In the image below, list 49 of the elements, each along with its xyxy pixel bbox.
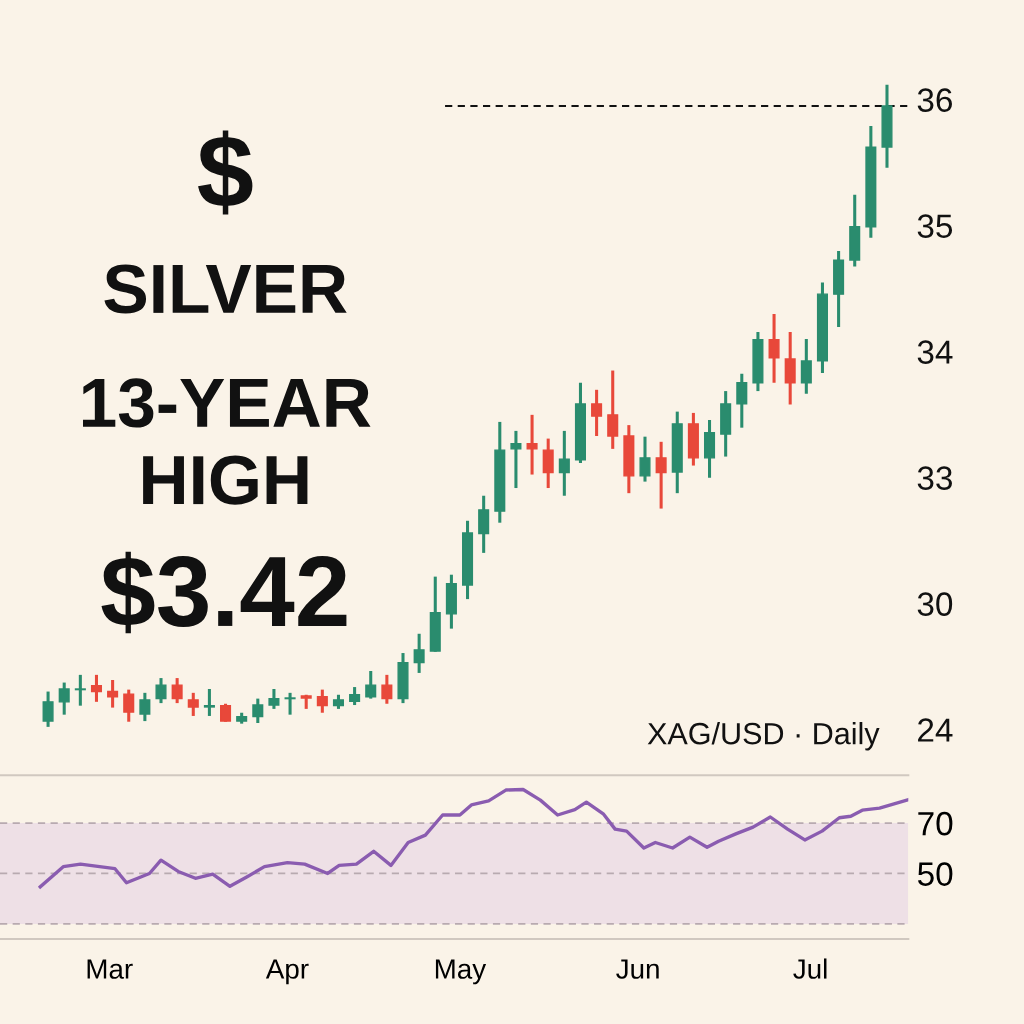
text: 36	[917, 88, 952, 112]
candlestick	[413, 632, 425, 673]
x-tick-label: Mar	[87, 959, 133, 979]
candlestick	[784, 332, 796, 405]
x-tick-label: Jul	[793, 958, 827, 979]
candlestick	[123, 689, 135, 722]
candlestick	[139, 691, 151, 723]
text: 30	[917, 592, 953, 616]
candlestick	[58, 682, 70, 715]
candlestick	[316, 689, 328, 713]
candlestick	[42, 691, 54, 727]
annotation: XAG/USD · Daily	[647, 722, 880, 751]
text: 24	[918, 718, 953, 742]
y-tick-label: 70	[918, 811, 953, 836]
candlestick	[187, 691, 199, 716]
candlestick	[800, 339, 812, 394]
text: 34	[917, 340, 953, 364]
x-tick-label: May	[435, 959, 487, 985]
annotation: $3.42	[101, 551, 347, 634]
candlestick	[171, 678, 183, 705]
candlestick	[736, 373, 748, 428]
text: 33	[917, 466, 952, 490]
candlestick	[558, 429, 570, 496]
candlestick	[478, 495, 490, 553]
candlestick	[510, 429, 522, 490]
x-tick-label: Jun	[616, 959, 659, 979]
candlestick	[381, 673, 393, 704]
candlestick	[655, 440, 667, 509]
text: 35	[917, 214, 953, 238]
candlestick	[542, 438, 554, 490]
candlestick	[268, 688, 280, 709]
candlestick	[639, 436, 651, 482]
candlestick	[365, 671, 377, 699]
x-tick-label: Apr	[265, 959, 309, 985]
candlestick	[155, 678, 167, 705]
candlestick	[74, 673, 86, 706]
candlestick	[768, 314, 780, 383]
annotation: SILVER	[104, 264, 347, 314]
y-tick-label: 50	[917, 862, 953, 886]
candlestick	[526, 413, 538, 475]
candlestick	[107, 680, 119, 708]
annotation: $	[198, 130, 253, 215]
candlestick	[607, 370, 619, 449]
annotation: 13-YEAR HIGH	[83, 378, 371, 505]
candlestick	[203, 688, 215, 716]
candlestick	[90, 673, 103, 702]
candlestick	[284, 691, 296, 715]
candlestick	[252, 698, 264, 724]
candlestick	[591, 388, 603, 437]
